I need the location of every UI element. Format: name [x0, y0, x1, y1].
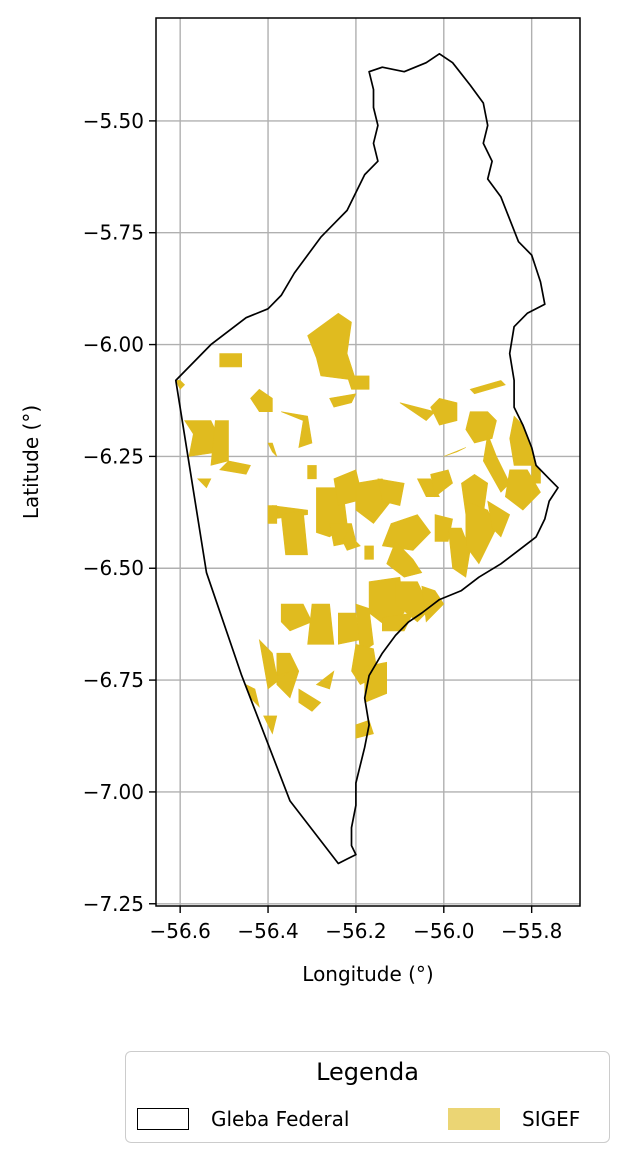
x-tick-label: −56.0: [413, 919, 474, 943]
x-tick-label: −56.6: [150, 919, 211, 943]
legend: Legenda Gleba Federal SIGEF: [125, 1051, 610, 1143]
sigef-parcel: [219, 460, 251, 475]
sigef-parcel: [447, 527, 471, 578]
sigef-parcel: [281, 411, 313, 448]
sigef-parcel: [355, 603, 374, 654]
sigef-parcel: [399, 402, 436, 421]
y-tick-label: −7.25: [83, 892, 144, 916]
y-tick-label: −6.50: [83, 556, 144, 580]
x-tick-label: −56.2: [325, 919, 386, 943]
sigef-parcel: [258, 638, 291, 690]
sigef-parcel: [263, 715, 278, 735]
sigef-parcel: [434, 514, 453, 542]
sigef-parcel: [469, 380, 506, 395]
sigef-parcel: [329, 393, 357, 408]
sigef-parcel: [175, 380, 186, 390]
sigef-parcel: [307, 312, 357, 381]
sigef-parcel: [465, 500, 497, 565]
plot-frame: [155, 17, 581, 907]
sigef-parcel: [346, 375, 370, 390]
sigef-parcel: [430, 397, 458, 426]
sigef-parcel: [386, 540, 423, 578]
sigef-parcel: [196, 478, 212, 489]
y-tick-label: −6.00: [83, 333, 144, 357]
legend-label-gleba-federal: Gleba Federal: [211, 1107, 350, 1131]
y-tick-label: −6.25: [83, 444, 144, 468]
legend-swatch-gleba-federal: [137, 1108, 189, 1130]
sigef-parcel: [250, 388, 273, 413]
legend-title: Legenda: [316, 1058, 419, 1086]
sigef-parcel: [267, 442, 278, 457]
sigef-parcel: [377, 478, 405, 506]
y-tick-label: −7.00: [83, 780, 144, 804]
y-tick-label: −5.75: [83, 221, 144, 245]
sigef-parcel: [342, 531, 361, 551]
gleba-federal-boundary: [174, 52, 559, 865]
x-tick-label: −55.8: [501, 919, 562, 943]
x-tick-label: −56.4: [237, 919, 298, 943]
legend-item-sigef: SIGEF: [448, 1104, 580, 1134]
sigef-parcel: [430, 469, 453, 498]
sigef-parcel: [307, 465, 317, 480]
sigef-parcel: [395, 581, 431, 623]
gleba-federal-layer: [174, 52, 559, 865]
sigef-parcel: [280, 603, 313, 632]
sigef-parcel: [465, 411, 497, 444]
sigef-parcel: [443, 447, 466, 457]
x-axis-label: Longitude (°): [302, 962, 433, 986]
sigef-parcel: [298, 688, 322, 712]
sigef-parcel: [315, 670, 335, 690]
sigef-parcel: [307, 603, 335, 645]
y-tick-label: −6.75: [83, 668, 144, 692]
y-tick-label: −5.50: [83, 109, 144, 133]
sigef-parcel: [280, 509, 308, 556]
legend-item-gleba-federal: Gleba Federal: [137, 1104, 349, 1134]
sigef-parcel: [482, 432, 511, 493]
ticks-layer: −56.6 −56.4 −56.2 −56.0 −55.8 −5.50 −5.75 −6.00…: [83, 109, 563, 943]
legend-swatch-sigef: [448, 1108, 500, 1130]
sigef-layer: [175, 312, 541, 739]
sigef-parcel: [364, 545, 374, 560]
y-axis-label: Latitude (°): [19, 405, 43, 519]
legend-label-sigef: SIGEF: [522, 1107, 581, 1131]
sigef-parcel: [267, 505, 278, 524]
sigef-parcel: [219, 353, 242, 368]
sigef-parcel: [381, 514, 431, 551]
sigef-parcel: [487, 500, 511, 538]
